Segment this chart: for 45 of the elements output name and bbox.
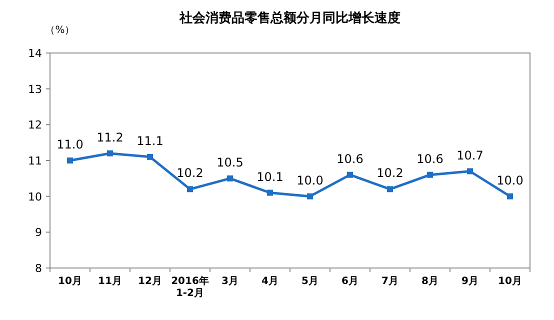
x-tick-label: 2016年 1-2月 [171,275,209,299]
x-tick-label: 10月 [58,276,82,287]
x-tick-label: 3月 [222,276,238,287]
data-label: 11.0 [56,138,84,152]
data-label: 10.2 [176,166,204,180]
point [307,193,313,200]
y-axis-title: （%） [45,25,75,36]
x-tick-label: 11月 [98,276,122,287]
chart-title: 社会消费品零售总额分月同比增长速度 [178,10,400,26]
y-tick-label: 14 [28,47,42,60]
data-label: 10.1 [256,170,284,184]
y-tick-label: 13 [28,82,42,96]
x-tick-label: 8月 [422,276,438,287]
point [147,154,153,160]
data-label: 10.0 [296,173,324,188]
y-tick-label: 10 [28,190,42,204]
data-label: 11.1 [136,134,164,148]
x-tick-label: 5月 [302,276,318,287]
x-tick-label: 6月 [342,276,358,287]
data-label: 10.2 [376,166,404,180]
point [387,186,393,192]
point [67,158,73,164]
data-label: 10.5 [216,155,244,170]
point [467,168,473,174]
x-tick-label: 12月 [138,276,162,287]
point [187,186,193,192]
point [107,150,113,156]
y-tick-label: 9 [35,226,42,240]
point [507,193,513,200]
y-tick-label: 12 [28,118,42,132]
point [347,172,353,178]
y-tick-label: 11 [28,154,42,168]
x-tick-label: 9月 [462,276,478,287]
y-tick-label: 8 [35,262,42,275]
point [267,190,273,196]
point [427,172,433,178]
data-label: 11.2 [96,130,124,144]
data-label: 10.6 [336,152,364,166]
x-tick-label: 7月 [382,276,398,287]
data-label: 10.7 [456,148,484,162]
data-label: 10.0 [496,173,524,188]
point [227,175,233,182]
x-tick-label: 10月 [498,276,522,287]
data-label: 10.6 [416,152,444,166]
x-tick-label: 4月 [262,276,278,287]
